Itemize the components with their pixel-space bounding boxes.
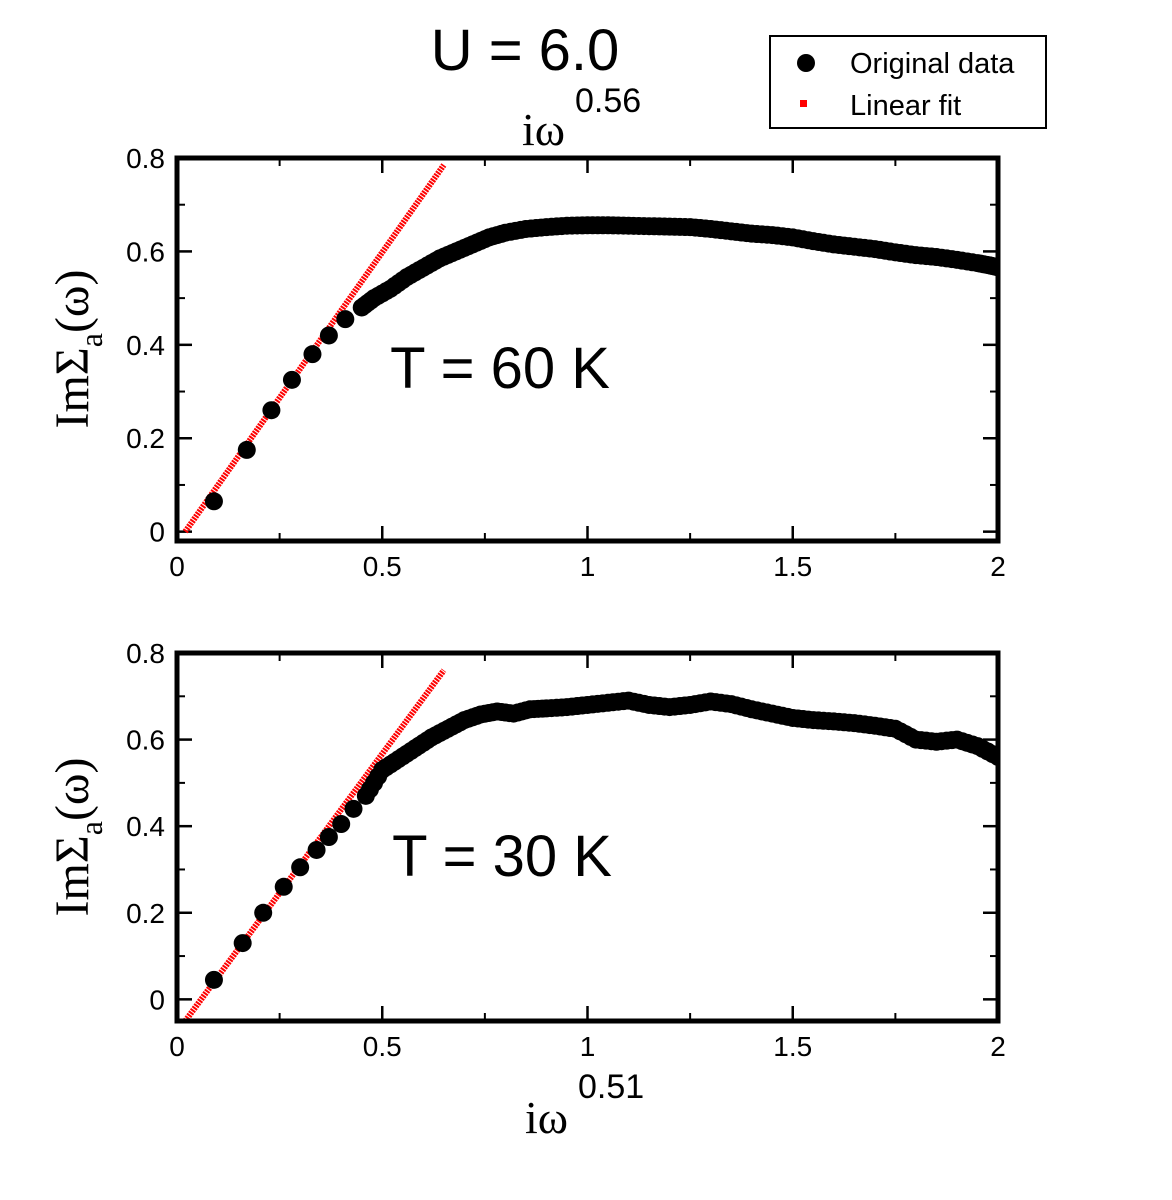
- bottom-xlabel-base: iω: [525, 1092, 568, 1143]
- ylabel-tail-t60: (ω): [46, 269, 99, 333]
- data-point-t60: [204, 492, 223, 511]
- data-point-t30: [274, 877, 293, 896]
- plot-area-t60: 0 0.5 1 1.5 2 0 0.2 0.4 0.6 0.8: [126, 143, 1006, 582]
- ylabel-t60: ImΣa(ω): [46, 269, 109, 428]
- ylabel-t30: ImΣa(ω): [46, 757, 109, 916]
- legend-marker-fit: [800, 100, 807, 107]
- y-tick-label-t30: 0.2: [126, 898, 165, 929]
- chart-panel-t30: 0 0.5 1 1.5 2 0 0.2 0.4 0.6 0.8 T = 30 K ImΣa(ω): [46, 638, 1006, 1062]
- ylabel-main-t30: ImΣ: [46, 835, 99, 916]
- data-point-t30: [204, 970, 223, 989]
- top-xlabel: iω 0.56: [522, 82, 641, 155]
- x-tick-label-t30: 0.5: [363, 1031, 402, 1062]
- chart-panel-t60: 0 0.5 1 1.5 2 0 0.2 0.4 0.6 0.8 T = 60 K ImΣa(ω): [46, 143, 1006, 582]
- data-point-t60: [303, 345, 322, 364]
- x-tick-label-t30: 2: [990, 1031, 1006, 1062]
- data-point-t60: [319, 326, 338, 345]
- plot-frame-t30: [174, 650, 1001, 1024]
- ylabel-tail-t30: (ω): [46, 757, 99, 821]
- ylabel-sub-t30: a: [73, 821, 109, 835]
- y-tick-label-t60: 0.2: [126, 423, 165, 454]
- data-point-t30: [332, 815, 351, 834]
- fit-line-t60: [182, 163, 447, 534]
- svg-text:ImΣa(ω): ImΣa(ω): [46, 757, 109, 916]
- data-point-t60: [262, 401, 281, 420]
- panel-title-t30: T = 30 K: [392, 824, 612, 889]
- x-tick-label-t60: 1.5: [773, 551, 812, 582]
- legend-box: [769, 35, 1047, 129]
- y-tick-label-t60: 0.6: [126, 236, 165, 267]
- legend-marker-original: [797, 54, 815, 72]
- top-xlabel-exponent: 0.56: [575, 82, 641, 120]
- data-point-t60: [336, 310, 355, 329]
- x-tick-label-t60: 1: [580, 551, 596, 582]
- data-point-t30: [307, 840, 326, 859]
- bottom-xlabel: iω 0.51: [525, 1068, 644, 1143]
- y-tick-label-t30: 0: [149, 984, 165, 1015]
- x-tick-label-t60: 2: [990, 551, 1006, 582]
- y-tick-label-t60: 0.4: [126, 330, 165, 361]
- legend-label-fit: Linear fit: [850, 90, 961, 122]
- data-point-t30: [254, 903, 273, 922]
- x-tick-label-t60: 0: [169, 551, 185, 582]
- x-tick-label-t60: 0.5: [363, 551, 402, 582]
- data-point-t60: [237, 440, 256, 459]
- y-tick-label-t60: 0.8: [126, 143, 165, 174]
- x-tick-label-t30: 1: [580, 1031, 596, 1062]
- y-tick-label-t30: 0.6: [126, 725, 165, 756]
- data-point-t30: [233, 934, 252, 953]
- svg-text:ImΣa(ω): ImΣa(ω): [46, 269, 109, 428]
- panel-title-t60: T = 60 K: [390, 336, 610, 401]
- legend-label-original: Original data: [850, 48, 1015, 80]
- data-point-t30: [291, 858, 310, 877]
- data-point-t60: [282, 370, 301, 389]
- figure-title: U = 6.0: [431, 18, 620, 83]
- top-xlabel-base: iω: [522, 104, 565, 155]
- x-tick-label-t30: 0: [169, 1031, 185, 1062]
- plot-area-t30: 0 0.5 1 1.5 2 0 0.2 0.4 0.6 0.8: [126, 638, 1006, 1062]
- ylabel-main-t60: ImΣ: [46, 347, 99, 428]
- y-tick-label-t30: 0.4: [126, 811, 165, 842]
- y-tick-label-t60: 0: [149, 517, 165, 548]
- data-point-t30: [344, 799, 363, 818]
- data-point-t30: [319, 828, 338, 846]
- legend: Original data Linear fit: [769, 35, 1047, 129]
- x-tick-label-t30: 1.5: [773, 1031, 812, 1062]
- plot-frame-t60: [174, 155, 1001, 544]
- y-tick-label-t30: 0.8: [126, 638, 165, 669]
- ylabel-sub-t60: a: [73, 333, 109, 347]
- bottom-xlabel-exponent: 0.51: [578, 1068, 644, 1106]
